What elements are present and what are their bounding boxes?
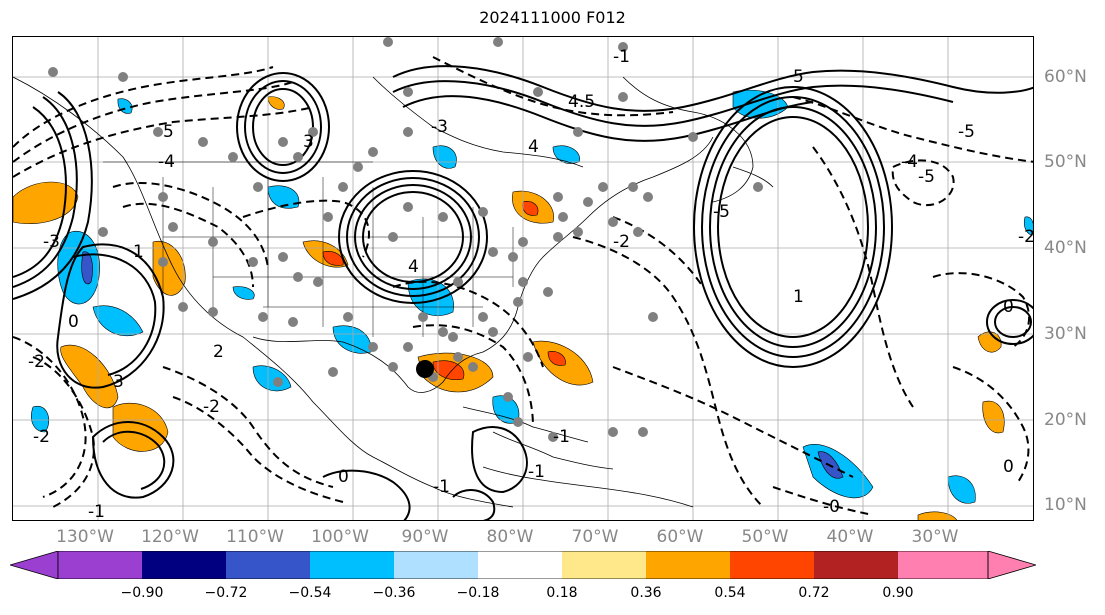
- contour-label: 0: [68, 312, 79, 332]
- contour-label: -2: [203, 397, 220, 417]
- state-borders: [103, 161, 514, 337]
- colorbar-tick-label: −0.54: [288, 585, 332, 601]
- contour-label: -5: [958, 122, 975, 142]
- contour-label: -5: [918, 167, 935, 187]
- contour-label: 3: [303, 132, 314, 152]
- colorbar-bin: [562, 551, 646, 579]
- contour-label-group: 0 0 0 -2 -2 -1 -3 -3 -4 -4 -5 -5 -5 2 3 …: [28, 47, 1034, 521]
- contour-label: 4: [528, 137, 539, 157]
- colorbar-tick-label: 0.18: [546, 585, 578, 601]
- lon-label: 30°W: [911, 527, 959, 547]
- contour-label: 4.5: [568, 92, 595, 112]
- colorbar-tick-label: −0.18: [456, 585, 500, 601]
- colorbar-tick-label: 0.90: [882, 585, 914, 601]
- colorbar-bin: [226, 551, 310, 579]
- lon-label: 90°W: [401, 527, 449, 547]
- lon-label: 50°W: [741, 527, 789, 547]
- contour-label: -1: [613, 47, 630, 67]
- contour-label: -5: [713, 202, 730, 222]
- contour-label: 1: [793, 287, 804, 307]
- colorbar-bin: [58, 551, 142, 579]
- map-title: 2024111000 F012: [479, 8, 626, 27]
- lon-label: 130°W: [56, 527, 114, 547]
- colorbar-bin: [898, 551, 988, 579]
- contour-label: 0: [1003, 457, 1014, 477]
- contour-label: -3: [43, 232, 60, 252]
- contour-label: -4: [158, 152, 175, 172]
- lon-label: 40°W: [826, 527, 874, 547]
- contour-label: 3: [113, 372, 124, 392]
- contour-label: -4: [901, 152, 918, 172]
- lon-label: 70°W: [571, 527, 619, 547]
- contour-label: -1: [528, 462, 545, 482]
- lon-label: 120°W: [141, 527, 199, 547]
- contour-label: 5: [793, 67, 804, 87]
- colorbar-bin: [142, 551, 226, 579]
- contour-label: 4: [408, 257, 419, 277]
- lat-label: 10°N: [1044, 495, 1087, 515]
- colorbar-bin: [478, 551, 562, 579]
- colorbar-tick-label: −0.90: [120, 585, 164, 601]
- weather-map: 0 0 0 -2 -2 -1 -3 -3 -4 -4 -5 -5 -5 2 3 …: [13, 37, 1034, 521]
- contour-label: -2: [33, 427, 50, 447]
- positive-contours: [13, 65, 1033, 520]
- colorbar-tick-label: 0.72: [798, 585, 830, 601]
- map-panel: 0 0 0 -2 -2 -1 -3 -3 -4 -4 -5 -5 -5 2 3 …: [12, 36, 1034, 521]
- contour-label: 0: [338, 467, 349, 487]
- contour-label: -3: [431, 117, 448, 137]
- lon-label: 60°W: [656, 527, 704, 547]
- contour-label: -0: [823, 497, 840, 517]
- colorbar-over-triangle: [987, 551, 1036, 579]
- contour-label: 1: [133, 242, 144, 262]
- lon-label: 80°W: [486, 527, 534, 547]
- colorbar: [10, 551, 1036, 579]
- lat-label: 50°N: [1044, 152, 1087, 172]
- lat-label: 20°N: [1044, 410, 1087, 430]
- colorbar-under-triangle: [10, 551, 59, 579]
- contour-label: 0: [1003, 297, 1014, 317]
- colorbar-bin: [394, 551, 478, 579]
- lat-label: 60°N: [1044, 67, 1087, 87]
- contour-label: 5: [163, 122, 174, 142]
- colorbar-bin: [730, 551, 814, 579]
- colorbar-bin: [814, 551, 898, 579]
- colorbar-tick-label: −0.36: [372, 585, 416, 601]
- storm-marker: [416, 360, 434, 378]
- colorbar-outline: [57, 551, 989, 579]
- station-dots: [48, 37, 763, 442]
- contour-label: 2: [213, 342, 224, 362]
- contour-label: -2: [28, 352, 45, 372]
- colorbar-bin: [646, 551, 730, 579]
- colorbar-tick-label: 0.36: [630, 585, 662, 601]
- contour-label: -2: [1018, 227, 1034, 247]
- lon-label: 100°W: [311, 527, 369, 547]
- lat-label: 40°N: [1044, 238, 1087, 258]
- lon-label: 110°W: [226, 527, 284, 547]
- contour-label: -2: [613, 232, 630, 252]
- lat-label: 30°N: [1044, 324, 1087, 344]
- contour-label: -1: [433, 477, 450, 497]
- colorbar-bin: [310, 551, 394, 579]
- contour-label: -1: [88, 502, 105, 521]
- colorbar-tick-label: −0.72: [204, 585, 248, 601]
- colorbar-tick-label: 0.54: [714, 585, 746, 601]
- contour-label: -1: [553, 427, 570, 447]
